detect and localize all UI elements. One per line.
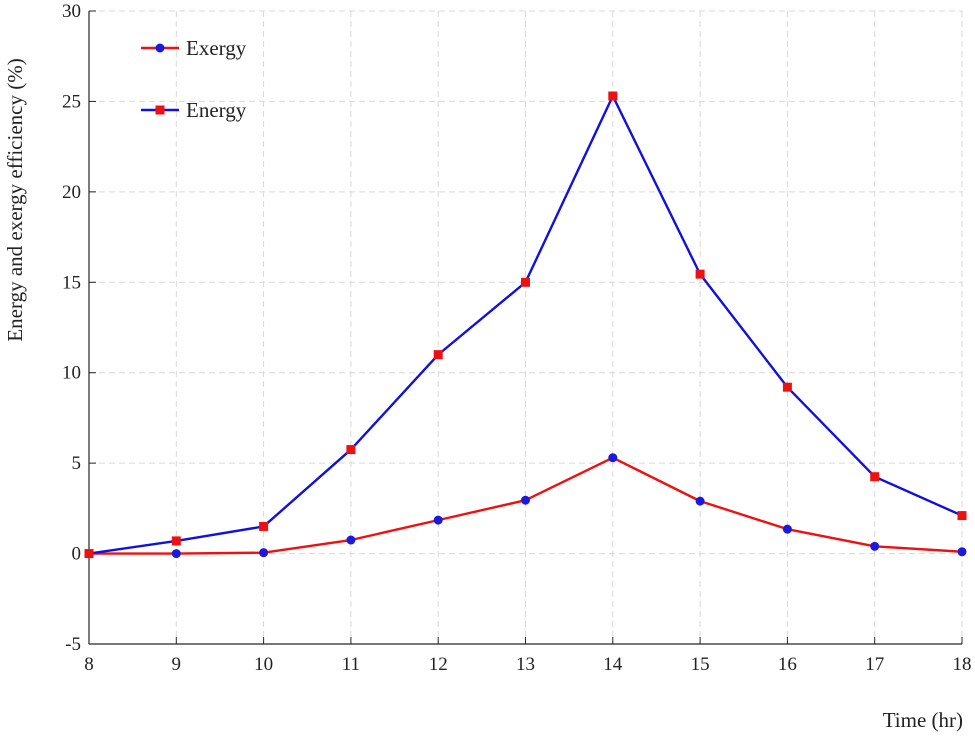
y-tick-label: 30 (62, 1, 81, 22)
y-tick-label: -5 (65, 634, 81, 655)
energy-point (782, 382, 792, 392)
exergy-point (608, 453, 618, 463)
exergy-point (433, 515, 443, 525)
energy-point (259, 521, 269, 531)
x-tick-label: 15 (691, 654, 710, 675)
y-tick-label: 25 (62, 91, 81, 112)
legend-item-energy: Energy (141, 98, 247, 122)
exergy-point (870, 541, 880, 551)
y-tick-label: 15 (62, 272, 81, 293)
x-tick-label: 16 (778, 654, 797, 675)
series-layer (84, 91, 967, 559)
exergy-point (346, 535, 356, 545)
legend: Exergy Energy (141, 36, 247, 122)
x-tick-label: 18 (953, 654, 972, 675)
y-tick-label: 5 (72, 453, 82, 474)
ticks-layer: 8 9 10 11 12 13 14 15 16 17 18 -5 0 5 10 15 20 25 30 (62, 1, 972, 675)
x-tick-label: 17 (865, 654, 884, 675)
energy-point (84, 549, 94, 559)
y-tick-label: 10 (62, 363, 81, 384)
legend-marker-energy (155, 105, 165, 115)
x-tick-label: 9 (172, 654, 182, 675)
exergy-point (171, 549, 181, 559)
x-tick-label: 14 (603, 654, 623, 675)
exergy-point (695, 496, 705, 506)
exergy-point (957, 547, 967, 557)
legend-item-exergy: Exergy (141, 36, 247, 60)
energy-point (171, 536, 181, 546)
energy-series (84, 91, 967, 559)
x-tick-label: 10 (254, 654, 273, 675)
energy-point (608, 91, 618, 101)
energy-point (957, 511, 967, 521)
energy-point (695, 269, 705, 279)
x-tick-label: 11 (342, 654, 360, 675)
energy-point (870, 472, 880, 482)
exergy-point (521, 495, 530, 505)
x-tick-label: 13 (516, 654, 535, 675)
x-tick-label: 12 (429, 654, 448, 675)
y-tick-label: 0 (72, 544, 82, 565)
y-axis-title: Energy and exergy efficiency (%) (3, 58, 27, 341)
x-axis-title: Time (hr) (883, 708, 963, 732)
energy-point (346, 445, 356, 455)
legend-label-energy: Energy (186, 98, 247, 122)
x-tick-label: 8 (84, 654, 94, 675)
energy-point (521, 277, 530, 287)
legend-marker-exergy (155, 43, 165, 53)
y-tick-label: 20 (62, 182, 81, 203)
exergy-point (782, 524, 792, 534)
exergy-point (259, 548, 269, 558)
energy-point (433, 350, 443, 360)
legend-label-exergy: Exergy (186, 36, 247, 60)
